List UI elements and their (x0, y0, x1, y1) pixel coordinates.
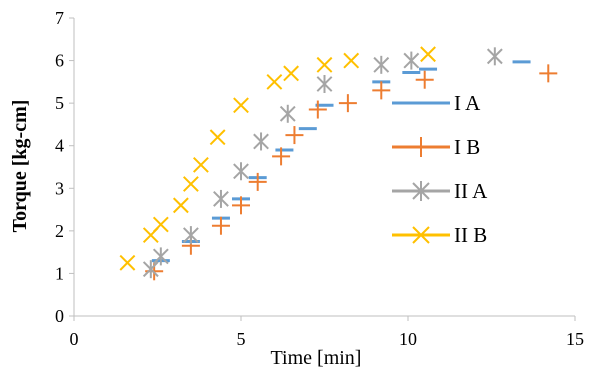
legend-item: II B (392, 223, 487, 247)
data-point (283, 65, 300, 82)
data-point (539, 64, 558, 83)
data-point (152, 247, 169, 266)
legend-label: II A (454, 179, 488, 203)
plot-area (119, 46, 558, 281)
data-point (182, 226, 199, 245)
y-axis-title: Torque [kg-cm] (9, 100, 31, 233)
data-point (193, 156, 209, 173)
data-point (486, 47, 503, 66)
y-tick-label: 6 (55, 51, 64, 71)
y-tick-label: 4 (55, 136, 64, 156)
y-tick-label: 7 (55, 8, 64, 28)
legend-label: I B (454, 135, 480, 159)
legend-marker (412, 181, 430, 201)
y-tick-label: 3 (55, 178, 64, 198)
data-point (142, 260, 159, 279)
data-point (152, 216, 169, 233)
legend-item: II A (392, 179, 488, 203)
data-point (373, 55, 390, 74)
legend-label: I A (454, 91, 481, 115)
data-point (232, 196, 250, 215)
legend: I A I B II A II B (392, 91, 488, 247)
data-point (209, 129, 226, 146)
data-point (308, 100, 327, 119)
data-point (266, 73, 283, 90)
data-point (343, 52, 360, 69)
legend-marker (411, 137, 431, 157)
tick-labels: 0 1 2 3 4 5 6 7 0 5 10 15 (55, 8, 584, 349)
data-point (403, 51, 420, 70)
data-point (279, 104, 296, 123)
data-point (253, 132, 269, 151)
data-point (420, 46, 436, 63)
y-tick-label: 2 (55, 221, 64, 241)
data-point (372, 81, 391, 100)
data-point (316, 56, 333, 73)
series-4 (119, 46, 436, 271)
data-point (285, 126, 304, 145)
x-tick-label: 0 (70, 329, 79, 349)
data-point (213, 189, 229, 208)
data-point (272, 147, 291, 166)
data-point (248, 172, 267, 191)
axes (69, 17, 576, 321)
data-point (182, 176, 199, 192)
data-point (338, 94, 357, 113)
data-point (233, 97, 249, 114)
data-point (415, 70, 434, 89)
y-tick-label: 0 (55, 306, 64, 326)
x-tick-label: 10 (399, 329, 417, 349)
data-point (316, 74, 333, 93)
x-axis-title: Time [min] (271, 347, 362, 369)
y-tick-label: 5 (55, 93, 64, 113)
series-3 (142, 47, 503, 279)
data-point (211, 216, 230, 235)
legend-item: I A (392, 91, 481, 115)
legend-item: I B (392, 135, 480, 159)
legend-marker (412, 226, 430, 244)
series-2 (145, 64, 558, 281)
legend-label: II B (454, 223, 487, 247)
data-point (233, 162, 249, 181)
data-point (172, 197, 189, 214)
x-tick-label: 15 (566, 329, 584, 349)
data-point (119, 254, 136, 271)
x-tick-label: 5 (237, 329, 246, 349)
y-tick-label: 1 (55, 263, 64, 283)
